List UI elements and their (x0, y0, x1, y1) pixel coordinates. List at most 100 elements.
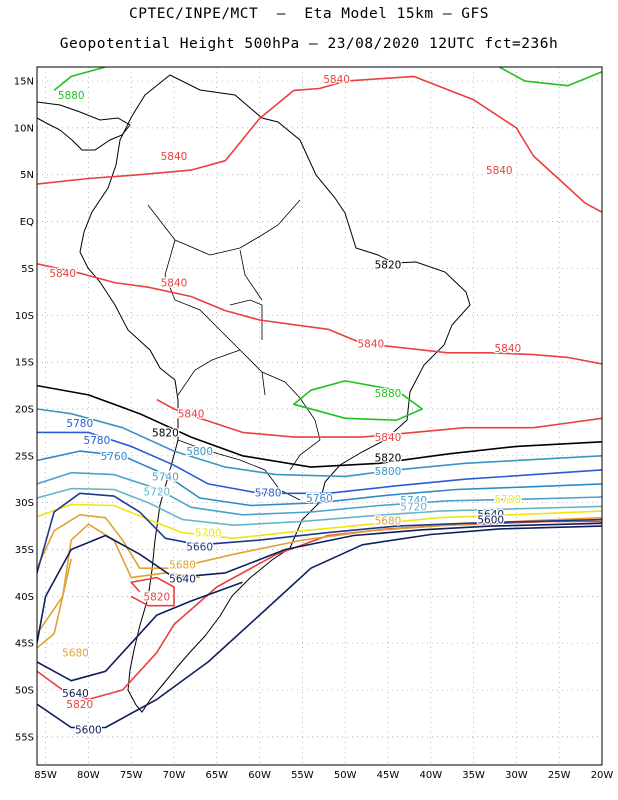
lat-tick-label: 5N (20, 170, 34, 181)
lat-tick-label: 55S (15, 732, 34, 743)
lat-tick-label: EQ (20, 217, 34, 228)
lat-tick-label: 5S (21, 264, 34, 275)
contour-label-5660: 5660 (186, 542, 213, 554)
lat-tick-label: 20S (15, 404, 34, 415)
contour-label-5880: 5880 (58, 90, 85, 102)
contour-label-5740: 5740 (400, 495, 427, 507)
lon-tick-label: 45W (377, 770, 400, 781)
lon-tick-label: 25W (548, 770, 571, 781)
contour-label-5700: 5700 (195, 528, 222, 540)
contour-5720 (37, 487, 602, 527)
lat-tick-label: 25S (15, 451, 34, 462)
contour-label-5700: 5700 (494, 494, 521, 506)
contour-label-5780: 5780 (255, 487, 282, 499)
lat-lon-grid (37, 67, 603, 765)
contour-5840 (130, 576, 175, 607)
contour-5840 (37, 520, 602, 701)
contour-label-5720: 5720 (400, 501, 427, 513)
lon-tick-label: 50W (334, 770, 357, 781)
lon-tick-label: 55W (291, 770, 314, 781)
contour-label-5800: 5800 (186, 446, 213, 458)
lon-tick-label: 70W (163, 770, 186, 781)
lon-tick-label: 40W (419, 770, 442, 781)
contour-label-5840: 5840 (178, 409, 205, 421)
contour-label-5680: 5680 (62, 648, 89, 660)
contour-label-5840: 5820 (143, 591, 170, 603)
contour-label-5840: 5820 (66, 699, 93, 711)
chart-title-line-1: CPTEC/INPE/MCT – Eta Model 15km – GFS (129, 6, 489, 22)
contour-5740 (37, 471, 602, 516)
contour-label-5720: 5720 (143, 486, 170, 498)
lat-tick-label: 40S (15, 592, 34, 603)
lat-tick-label: 10S (15, 311, 34, 322)
contour-5680 (37, 513, 602, 570)
contour-label-5600: 5600 (477, 515, 504, 527)
contour-label-5760: 5760 (306, 493, 333, 505)
contour-label-5640: 5640 (169, 574, 196, 586)
contour-5840 (37, 263, 602, 365)
axis-tick-labels: 15N 10N 5N EQ 5S 10S 15S 20S 25S 30S 35S 40S 45S 50S 5… (14, 77, 614, 781)
contour-5880 (292, 380, 424, 422)
lon-tick-label: 80W (77, 770, 100, 781)
lat-tick-label: 10N (14, 123, 34, 134)
contour-label-5840: 5840 (49, 268, 76, 280)
chart-title-line-2: Geopotential Height 500hPa – 23/08/2020 … (59, 36, 559, 52)
contour-label-5840: 5840 (375, 432, 402, 444)
lon-tick-label: 35W (462, 770, 485, 781)
contour-label-5840: 5840 (494, 343, 521, 355)
contour-label-5820: 5820 (152, 427, 179, 439)
contour-5640 (37, 522, 602, 644)
lat-tick-label: 35S (15, 545, 34, 556)
lon-tick-label: 20W (591, 770, 614, 781)
lon-tick-label: 65W (205, 770, 228, 781)
contour-5700 (37, 503, 602, 540)
contour-label-5640: 5640 (62, 688, 89, 700)
contour-label-5600: 5600 (75, 724, 102, 736)
contour-labels: 5880 5880 5840 5840 5840 5840 5840 5840 5840 5840… (48, 73, 522, 738)
contour-label-5780: 5780 (66, 418, 93, 430)
lat-tick-label: 15N (14, 77, 34, 88)
contour-5800 (37, 408, 602, 478)
lon-tick-label: 85W (34, 770, 57, 781)
contour-5660 (37, 492, 602, 574)
contour-5820 (37, 384, 602, 468)
contour-label-5760: 5760 (101, 451, 128, 463)
contour-label-5840: 5840 (161, 151, 188, 163)
contour-label-5820: 5820 (375, 260, 402, 272)
contour-5680 (37, 558, 72, 649)
contour-label-5820: 5820 (375, 453, 402, 465)
lat-tick-label: 15S (15, 358, 34, 369)
contour-5840 (156, 398, 602, 438)
lon-tick-label: 75W (120, 770, 143, 781)
contour-5840 (37, 75, 602, 213)
contour-5880 (53, 67, 106, 92)
map-frame (36, 66, 603, 766)
contour-label-5680: 5680 (375, 515, 402, 527)
lon-tick-label: 60W (248, 770, 271, 781)
contour-lines (37, 67, 602, 729)
contour-5640 (37, 581, 243, 682)
map-area: 5880 5880 5840 5840 5840 5840 5840 5840 5840 5840… (37, 67, 602, 738)
south-america-coastline (79, 74, 471, 713)
contour-label-5780: 5780 (84, 435, 111, 447)
contour-label-5840: 5840 (357, 338, 384, 350)
contour-5880 (498, 67, 602, 87)
contour-label-5840: 5840 (161, 277, 188, 289)
contour-label-5800: 5800 (375, 466, 402, 478)
lat-tick-label: 45S (15, 639, 34, 650)
contour-5600 (37, 525, 602, 729)
contour-5760 (37, 450, 602, 507)
contour-label-5880: 5880 (375, 388, 402, 400)
contour-label-5740: 5740 (152, 471, 179, 483)
lat-tick-label: 50S (15, 686, 34, 697)
central-america-coastline (37, 101, 131, 151)
contour-label-5840: 5840 (486, 165, 513, 177)
country-borders (147, 199, 321, 501)
contour-5780 (37, 431, 602, 495)
contour-label-5680: 5680 (169, 560, 196, 572)
contour-label-5840: 5840 (323, 74, 350, 86)
lon-tick-label: 30W (505, 770, 528, 781)
contour-label-5640: 5640 (477, 509, 504, 521)
lat-tick-label: 30S (15, 498, 34, 509)
